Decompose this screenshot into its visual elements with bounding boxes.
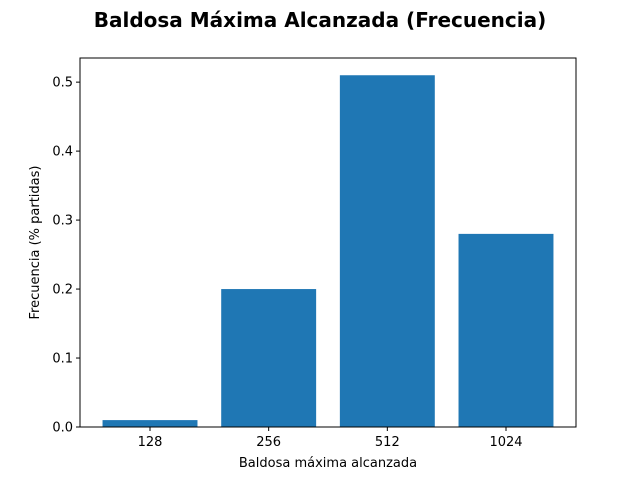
y-axis-label: Frecuencia (% partidas)	[28, 166, 43, 320]
bar-256	[221, 289, 317, 427]
x-axis-ticks: 128 256 512 1024	[138, 427, 523, 450]
y-tick-label: 0.2	[52, 283, 73, 298]
x-axis-label: Baldosa máxima alcanzada	[239, 456, 417, 471]
axes-frame	[79, 57, 577, 428]
bar-512	[339, 75, 435, 428]
x-tick-label: 128	[138, 435, 163, 450]
y-tick-label: 0.3	[52, 214, 73, 229]
y-tick-label: 0.4	[52, 145, 73, 160]
bar-1024	[458, 233, 554, 427]
y-tick-label: 0.5	[52, 76, 73, 91]
x-tick-label: 512	[375, 435, 400, 450]
chart-title: Baldosa Máxima Alcanzada (Frecuencia)	[93, 8, 547, 32]
y-tick-label: 0.0	[52, 421, 73, 436]
y-axis-ticks: 0.0 0.1 0.2 0.3 0.4 0.5	[52, 76, 80, 436]
bars-group	[102, 75, 554, 428]
x-tick-label: 1024	[489, 435, 522, 450]
x-tick-label: 256	[256, 435, 281, 450]
bar-128	[102, 420, 198, 427]
y-tick-label: 0.1	[52, 352, 73, 367]
